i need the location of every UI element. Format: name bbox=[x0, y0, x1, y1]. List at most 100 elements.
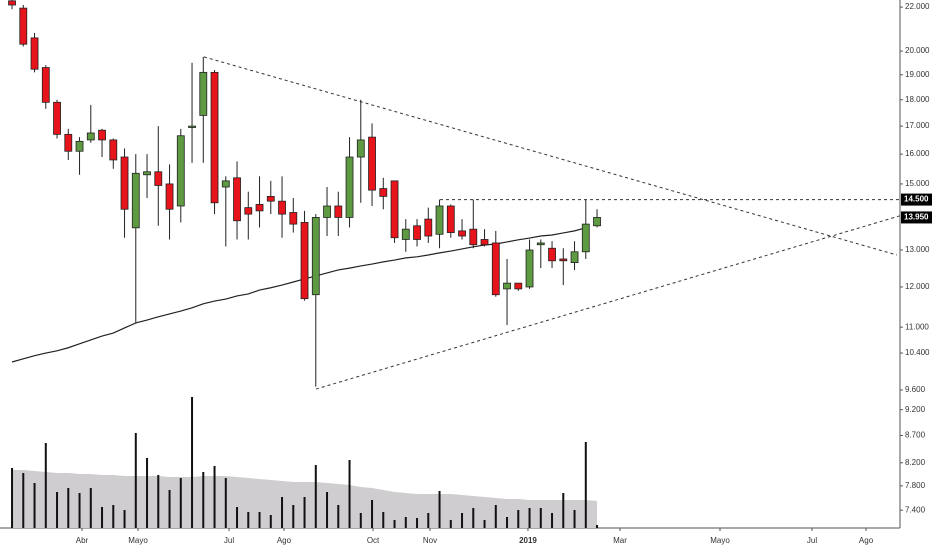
volume-bar bbox=[337, 505, 340, 528]
candle-body bbox=[334, 205, 343, 218]
volume-bar bbox=[427, 513, 430, 528]
y-tick-label: 15.000 bbox=[905, 179, 930, 188]
y-tick-label: 16.000 bbox=[905, 149, 930, 158]
candle-body bbox=[8, 0, 16, 6]
volume-bar bbox=[359, 513, 362, 528]
volume-bar bbox=[292, 505, 295, 528]
candle-body bbox=[289, 212, 298, 225]
candle-body bbox=[480, 239, 489, 246]
volume-bar bbox=[11, 468, 14, 528]
candle-body bbox=[390, 180, 399, 239]
y-tick-label: 7.800 bbox=[905, 481, 926, 490]
candle-body bbox=[188, 125, 196, 128]
volume-bar bbox=[101, 507, 104, 528]
y-tick-label: 8.700 bbox=[905, 431, 926, 440]
candle-body bbox=[435, 205, 444, 235]
volume-bar bbox=[382, 512, 385, 528]
volume-bar bbox=[258, 512, 261, 528]
volume-bar bbox=[67, 488, 70, 528]
volume-bar bbox=[449, 520, 452, 528]
volume-bar bbox=[112, 505, 115, 528]
candle-body bbox=[19, 7, 28, 45]
volume-bar bbox=[269, 515, 272, 528]
volume-bar bbox=[78, 493, 81, 528]
y-tick-label: 17.000 bbox=[905, 121, 930, 130]
candle-body bbox=[199, 71, 208, 116]
y-tick-label: 7.400 bbox=[905, 505, 926, 514]
volume-bar bbox=[168, 490, 171, 528]
volume-bar bbox=[494, 505, 497, 528]
volume-bar bbox=[348, 460, 351, 528]
volume-bar bbox=[371, 500, 374, 528]
candle-body bbox=[581, 223, 590, 253]
y-tick-label: 19.000 bbox=[905, 70, 930, 79]
candle-body bbox=[413, 225, 421, 240]
candle-body bbox=[548, 247, 556, 262]
price-marker-label: 14.500 bbox=[904, 195, 929, 204]
candle-body bbox=[345, 156, 354, 218]
candle-body bbox=[525, 249, 534, 288]
y-tick-label: 18.000 bbox=[905, 95, 930, 104]
x-tick-label: Nov bbox=[423, 536, 437, 545]
y-tick-label: 12.000 bbox=[905, 282, 930, 291]
candle-body bbox=[570, 251, 579, 264]
candle-body bbox=[98, 129, 106, 141]
candle-body bbox=[266, 196, 275, 202]
y-tick-label: 10.400 bbox=[905, 348, 930, 357]
volume-bar bbox=[202, 472, 205, 528]
volume-bar bbox=[506, 517, 509, 528]
volume-bar bbox=[438, 491, 441, 528]
candle-body bbox=[30, 37, 39, 70]
candle-body bbox=[143, 171, 151, 176]
price-marker bbox=[901, 211, 932, 224]
candle-body bbox=[131, 172, 140, 229]
price-marker bbox=[901, 193, 932, 206]
candle-body bbox=[176, 135, 185, 207]
volume-bar bbox=[573, 510, 576, 528]
volume-bar bbox=[224, 478, 227, 528]
x-tick-label: Ago bbox=[859, 536, 874, 545]
volume-bar bbox=[551, 513, 554, 528]
candle-body bbox=[323, 205, 331, 218]
candle-body bbox=[514, 282, 523, 290]
volume-bar bbox=[596, 525, 599, 528]
candle-body bbox=[446, 205, 455, 233]
candle-body bbox=[109, 139, 118, 161]
x-tick-label: Jul bbox=[807, 536, 817, 545]
y-tick-label: 20.000 bbox=[905, 46, 930, 55]
candle-body bbox=[311, 217, 320, 296]
volume-bar bbox=[134, 433, 137, 528]
candle-body bbox=[379, 188, 388, 197]
y-tick-label: 9.600 bbox=[905, 385, 926, 394]
y-tick-label: 9.200 bbox=[905, 405, 926, 414]
candle-body bbox=[255, 203, 264, 212]
candle-body bbox=[233, 177, 241, 222]
candle-body bbox=[491, 242, 500, 296]
volume-bar bbox=[191, 397, 194, 528]
volume-bar bbox=[157, 475, 160, 528]
candle-body bbox=[244, 207, 253, 215]
volume-bar bbox=[146, 458, 149, 528]
volume-bar bbox=[539, 508, 542, 528]
x-tick-label: Abr bbox=[76, 536, 89, 545]
volume-bar bbox=[483, 520, 486, 528]
x-tick-label: Mayo bbox=[710, 536, 730, 545]
moving-average-line bbox=[11, 227, 586, 363]
volume-bar bbox=[213, 466, 216, 528]
volume-bar bbox=[303, 497, 306, 528]
volume-bar bbox=[517, 510, 520, 528]
y-tick-label: 13.000 bbox=[905, 245, 930, 254]
volume-bar bbox=[89, 488, 92, 528]
candle-body bbox=[300, 222, 309, 300]
volume-bar bbox=[123, 510, 126, 528]
y-tick-label: 11.000 bbox=[905, 322, 929, 331]
volume-bar bbox=[281, 497, 284, 528]
volume-bar bbox=[393, 520, 396, 528]
x-tick-label: Oct bbox=[367, 536, 380, 545]
candle-body bbox=[458, 230, 466, 237]
volume-bar bbox=[22, 473, 25, 528]
x-tick-label: Mayo bbox=[128, 536, 148, 545]
volume-bar bbox=[472, 508, 475, 528]
